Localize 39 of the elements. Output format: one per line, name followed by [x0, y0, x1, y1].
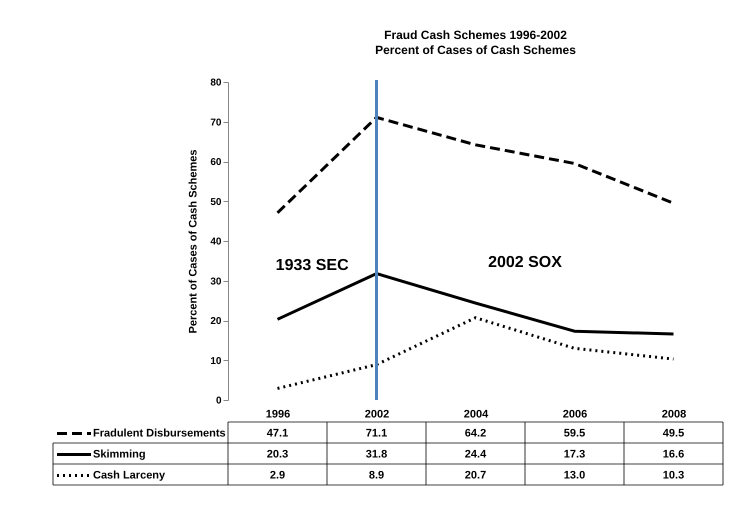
data-label: 49.5: [662, 428, 684, 440]
data-label: 24.4: [464, 448, 488, 460]
data-label: 17.3: [564, 448, 586, 460]
annotation: 1933 SEC: [276, 256, 350, 274]
legend-label: Fradulent Disbursements: [93, 428, 226, 440]
y-tick-label: 40: [210, 236, 222, 248]
annotation: 2002 SOX: [488, 254, 562, 271]
x-tick-label: 1996: [266, 408, 290, 420]
y-tick-label: 30: [210, 276, 222, 288]
x-tick-label: 2006: [562, 408, 588, 420]
x-tick-label: 2004: [464, 408, 490, 420]
y-tick-label: 0: [216, 396, 222, 406]
data-label: 47.1: [266, 428, 288, 440]
y-tick-label: 60: [210, 157, 222, 168]
y-tick-label: 20: [210, 316, 222, 327]
chart-title: Fraud Cash Schemes 1996-2002: [384, 28, 568, 42]
data-label: 31.8: [366, 448, 388, 460]
chart-subtitle: Percent of Cases of Cash Schemes: [375, 43, 576, 57]
data-label: 71.1: [366, 428, 388, 440]
data-label: 59.5: [564, 428, 586, 440]
data-label: 13.0: [564, 470, 586, 482]
data-label: 8.9: [368, 470, 384, 482]
x-tick-label: 2002: [364, 408, 390, 420]
data-label: 10.3: [662, 470, 684, 482]
data-label: 20.3: [266, 448, 288, 460]
data-label: 2.9: [270, 470, 286, 482]
data-label: 64.2: [464, 428, 486, 440]
x-tick-label: 2008: [662, 408, 686, 420]
y-tick-label: 10: [210, 356, 222, 367]
legend-label: Cash Larceny: [93, 470, 166, 482]
data-label: 16.6: [662, 448, 684, 460]
line-series: [276, 316, 675, 390]
y-axis-title: Percent of Cases of Cash Schemes: [187, 149, 200, 334]
legend-label: Skimming: [93, 448, 146, 460]
y-tick-label: 50: [210, 196, 222, 208]
y-tick-label: 70: [210, 117, 222, 128]
line-series: [276, 272, 675, 336]
data-label: 20.7: [464, 470, 486, 482]
y-tick-label: 80: [210, 78, 222, 88]
